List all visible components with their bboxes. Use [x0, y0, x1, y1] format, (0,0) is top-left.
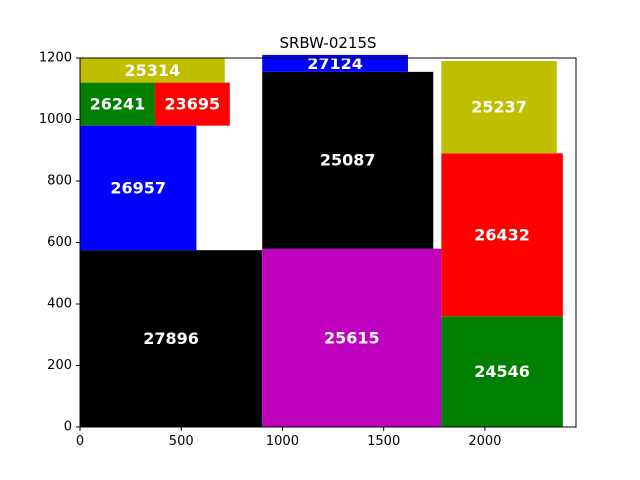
x-tick-label: 0	[76, 434, 84, 449]
treemap-rect	[262, 71, 434, 249]
treemap-rect	[441, 316, 563, 427]
rect-value-label: 25237	[471, 98, 527, 117]
x-axis: 0 500 1000 1500 2000	[76, 427, 501, 449]
rect-value-label: 27896	[143, 329, 199, 348]
x-tick-label: 500	[169, 434, 194, 449]
y-tick-label: 1000	[39, 112, 72, 127]
x-tick-label: 1500	[367, 434, 400, 449]
rect-value-label: 26957	[110, 178, 166, 197]
y-tick-label: 800	[47, 174, 72, 189]
y-tick-label: 400	[47, 297, 72, 312]
y-tick-label: 1200	[39, 51, 72, 66]
rect-group	[80, 54, 563, 427]
treemap-rect	[80, 58, 225, 83]
rect-value-label: 25314	[125, 61, 181, 80]
treemap-rect	[80, 125, 197, 251]
treemap-rect	[80, 82, 155, 126]
treemap-rect	[262, 54, 408, 72]
rect-value-label: 25615	[324, 328, 380, 347]
x-tick-label: 2000	[468, 434, 501, 449]
rect-value-label: 25087	[320, 151, 376, 170]
rect-value-label: 26432	[474, 225, 530, 244]
rect-label-group: 27896 26957 26241 23695 25314 25615 25087 27124…	[90, 54, 530, 381]
chart-title: SRBW-0215S	[279, 34, 376, 52]
rect-value-label: 23695	[165, 95, 221, 114]
rect-value-label: 24546	[474, 362, 530, 381]
y-tick-label: 200	[47, 358, 72, 373]
rect-value-label: 27124	[307, 54, 363, 73]
x-tick-label: 1000	[266, 434, 299, 449]
rect-value-label: 26241	[90, 95, 146, 114]
treemap-rect	[441, 61, 557, 154]
treemap-rect	[262, 248, 442, 427]
treemap-rect	[80, 250, 263, 427]
treemap-rect	[441, 153, 563, 317]
treemap-rect	[154, 82, 230, 126]
y-tick-label: 600	[47, 235, 72, 250]
y-tick-label: 0	[64, 420, 72, 435]
y-axis: 0 200 400 600 800 1000 1200	[39, 51, 80, 435]
